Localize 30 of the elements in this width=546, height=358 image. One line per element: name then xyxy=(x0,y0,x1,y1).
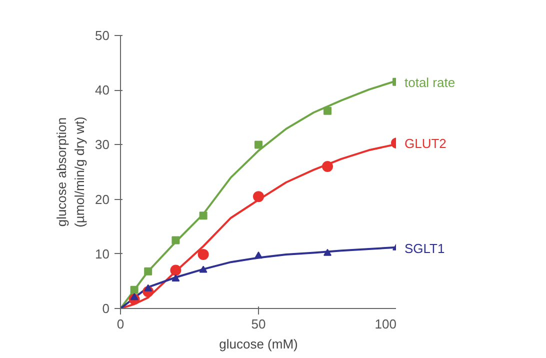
series-label: total rate xyxy=(404,74,456,90)
y-tick-label: 20 xyxy=(95,192,110,207)
point xyxy=(253,191,264,202)
y-tick-label: 40 xyxy=(95,82,110,98)
point xyxy=(199,212,208,220)
point xyxy=(130,286,138,294)
x-tick-label: 0 xyxy=(116,316,124,332)
point xyxy=(172,274,180,282)
point xyxy=(144,267,152,276)
y-axis-title: glucose absorption (µmol/min/g dry wt) xyxy=(54,116,88,228)
y-tick-label: 10 xyxy=(95,246,110,262)
y-tick-label: 50 xyxy=(95,28,110,43)
point xyxy=(172,236,180,244)
y-tick-label: 30 xyxy=(95,137,110,152)
point xyxy=(324,106,332,115)
point xyxy=(254,140,262,149)
point xyxy=(322,161,333,172)
point xyxy=(170,264,182,276)
series-label: GLUT2 xyxy=(404,136,446,152)
point xyxy=(130,293,138,300)
y-tick-label: 0 xyxy=(102,301,110,316)
point xyxy=(198,248,209,260)
point xyxy=(199,266,208,273)
point xyxy=(254,252,262,259)
x-tick-label: 50 xyxy=(251,316,266,332)
x-tick-label: 100 xyxy=(374,316,397,332)
point xyxy=(324,248,332,256)
x-axis-title: glucose (mM) xyxy=(219,336,298,352)
series-label: SGLT1 xyxy=(404,240,445,256)
point xyxy=(144,284,152,292)
